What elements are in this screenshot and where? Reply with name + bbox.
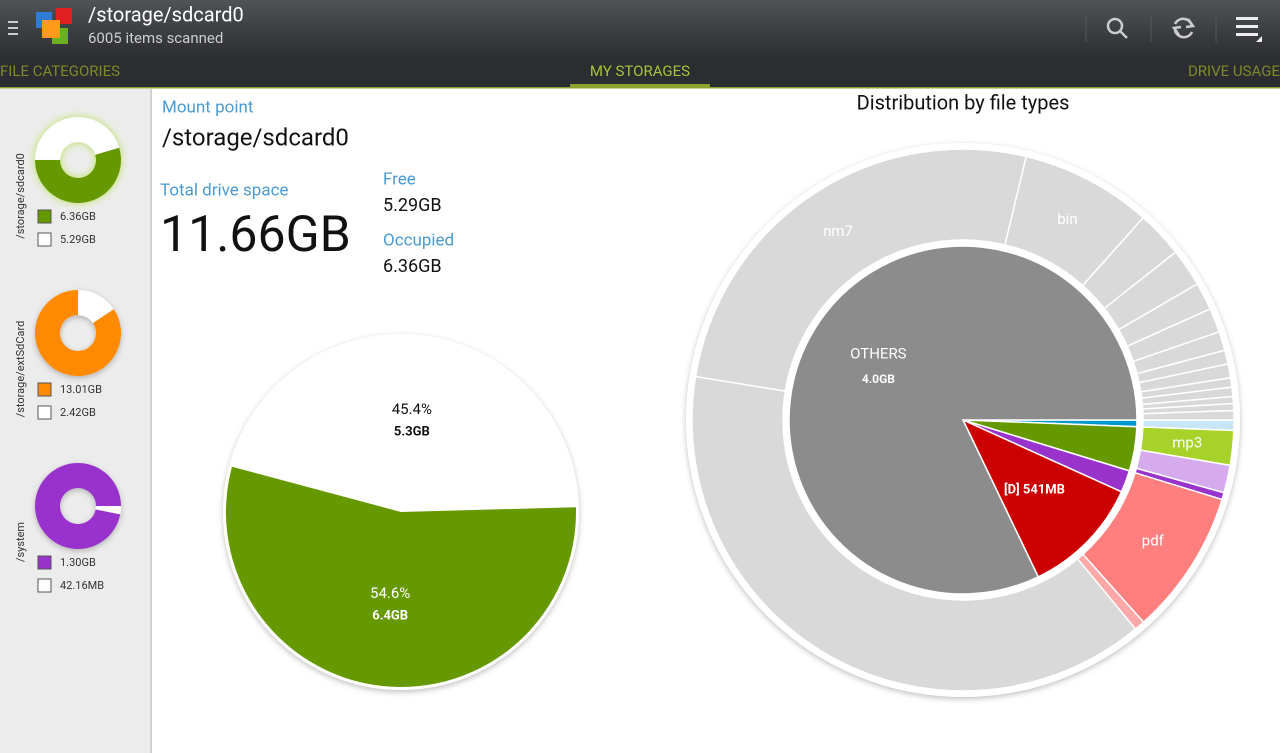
legend-swatch	[37, 405, 52, 420]
segment-label: OTHERS	[850, 345, 907, 363]
storage-path: /storage/extSdCard	[14, 321, 27, 418]
tab-indicator	[570, 84, 710, 88]
mount-point: /storage/sdcard0	[162, 123, 349, 151]
free-label: Free	[383, 169, 416, 189]
legend-swatch	[37, 209, 52, 224]
storage-donut	[34, 116, 121, 203]
drawer-icon[interactable]	[8, 21, 18, 35]
pie-percent: 45.4%	[392, 400, 432, 418]
legend-label: 5.29GB	[60, 233, 96, 246]
donut-slice	[34, 290, 121, 376]
tab-bar	[0, 55, 1280, 88]
legend-swatch	[37, 382, 52, 397]
pie-size: 6.4GB	[372, 608, 408, 623]
legend-label: 1.30GB	[60, 556, 96, 569]
inner-segment[interactable]	[788, 245, 1138, 595]
segment-label: pdf	[1142, 532, 1165, 550]
storage-item[interactable]: /storage/sdcard0 6.36GB 5.29GB	[14, 116, 121, 247]
donut-slice	[34, 463, 121, 549]
refresh-button[interactable]	[1171, 17, 1196, 39]
segment-label: nm7	[823, 222, 853, 240]
storage-donut	[34, 463, 122, 549]
tab[interactable]: DRIVE USAGE	[1188, 62, 1280, 80]
header-title: /storage/sdcard0	[88, 2, 244, 26]
donut-slice	[35, 147, 121, 203]
storage-donut	[34, 289, 121, 376]
total-space: 11.66GB	[160, 206, 351, 264]
outer-segment[interactable]	[694, 148, 1028, 392]
search-button[interactable]	[1106, 17, 1128, 39]
storage-item[interactable]: /storage/extSdCard 13.01GB 2.42GB	[14, 289, 121, 420]
donut-slice	[34, 116, 120, 161]
total-label: Total drive space	[160, 180, 289, 200]
tab[interactable]: MY STORAGES	[590, 62, 690, 80]
app-icon	[36, 8, 72, 44]
header-subtitle: 6005 items scanned	[88, 29, 223, 47]
storage-path: /system	[14, 522, 27, 562]
inner-segment[interactable]	[961, 418, 1123, 578]
storage-item[interactable]: /system 1.30GB 42.16MB	[14, 463, 122, 593]
outer-segment[interactable]	[691, 375, 1137, 692]
occupied-value: 6.36GB	[383, 256, 442, 277]
mount-point-label: Mount point	[162, 97, 253, 117]
legend-label: 6.36GB	[60, 210, 96, 223]
legend-label: 13.01GB	[60, 383, 102, 396]
legend-swatch	[37, 578, 52, 593]
pie-percent: 54.6%	[370, 584, 410, 602]
storage-path: /storage/sdcard0	[14, 153, 27, 239]
legend-label: 42.16MB	[60, 579, 104, 592]
free-value: 5.29GB	[383, 195, 442, 216]
pie-slice	[225, 466, 576, 688]
segment-label: [D] 541MB	[1004, 481, 1065, 497]
action-bar	[0, 0, 1280, 55]
occupied-label: Occupied	[383, 230, 454, 250]
outer-segment[interactable]	[1142, 409, 1235, 421]
legend-swatch	[37, 232, 52, 247]
legend-swatch	[37, 555, 52, 570]
sidebar-border	[150, 89, 152, 753]
pie-slice	[231, 337, 576, 512]
legend-label: 2.42GB	[60, 406, 96, 419]
segment-size: 4.0GB	[862, 372, 895, 386]
overflow-menu[interactable]	[1236, 17, 1262, 42]
tab[interactable]: FILE CATEGORIES	[0, 62, 120, 80]
chart-title: Distribution by file types	[857, 90, 1070, 114]
segment-label: bin	[1057, 210, 1077, 228]
pie-size: 5.3GB	[394, 425, 430, 440]
segment-label: mp3	[1172, 433, 1202, 451]
